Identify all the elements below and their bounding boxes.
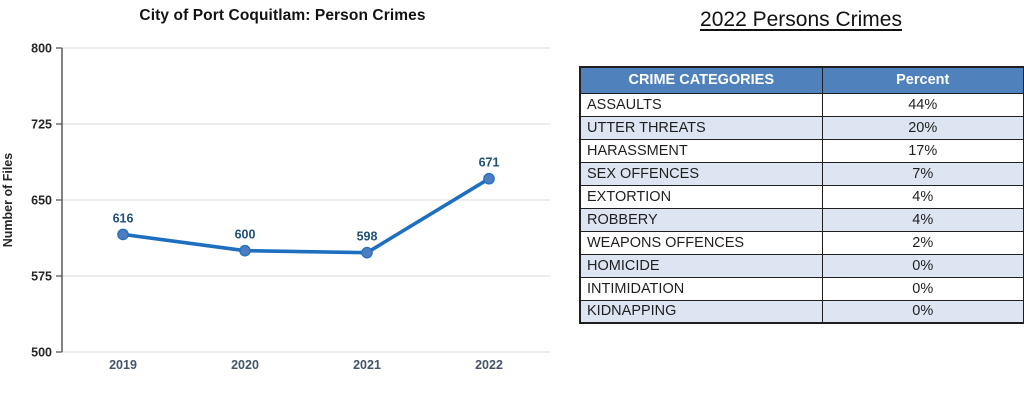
y-axis-title: Number of Files — [1, 153, 15, 248]
percent-cell: 2% — [821, 230, 1024, 255]
x-tick-label: 2022 — [475, 358, 503, 372]
table-row: INTIMIDATION 0% — [579, 276, 1024, 301]
percent-cell: 0% — [821, 299, 1024, 324]
percent-cell: 4% — [821, 184, 1024, 209]
crime-category-cell: ROBBERY — [579, 207, 823, 232]
table-row: EXTORTION 4% — [579, 184, 1024, 209]
table-row: HARASSMENT 17% — [579, 138, 1024, 163]
crime-category-cell: UTTER THREATS — [579, 115, 823, 140]
table-header-row: CRIME CATEGORIES Percent — [579, 66, 1024, 94]
person-crimes-chart: City of Port Coquitlam: Person Crimes 50… — [1, 7, 550, 372]
percent-cell: 0% — [821, 276, 1024, 301]
crime-category-cell: KIDNAPPING — [579, 299, 823, 324]
x-tick-label: 2020 — [231, 358, 259, 372]
percent-cell: 17% — [821, 138, 1024, 163]
y-tick-label: 500 — [31, 346, 52, 360]
crime-category-cell: INTIMIDATION — [579, 276, 823, 301]
x-tick-label: 2021 — [353, 358, 381, 372]
data-label: 616 — [113, 211, 134, 225]
table-title: 2022 Persons Crimes — [700, 8, 902, 31]
table-row: WEAPONS OFFENCES 2% — [579, 230, 1024, 255]
table-row: HOMICIDE 0% — [579, 253, 1024, 278]
crime-category-cell: SEX OFFENCES — [579, 161, 823, 186]
data-point — [239, 244, 251, 257]
data-label: 598 — [357, 230, 378, 244]
crime-category-cell: EXTORTION — [579, 184, 823, 209]
y-tick-label: 725 — [31, 118, 52, 132]
data-label: 671 — [479, 156, 500, 170]
table-row: ROBBERY 4% — [579, 207, 1024, 232]
table-row: ASSAULTS 44% — [579, 92, 1024, 117]
table-row: UTTER THREATS 20% — [579, 115, 1024, 140]
percent-cell: 4% — [821, 207, 1024, 232]
line-chart-canvas: 500 575 650 725 800 2019 2020 2021 2022 Number of… — [1, 42, 550, 372]
data-point — [361, 246, 373, 259]
chart-title: City of Port Coquitlam: Person Crimes — [139, 7, 426, 24]
percent-cell: 44% — [821, 92, 1024, 117]
data-point — [483, 172, 495, 185]
crime-category-cell: WEAPONS OFFENCES — [579, 230, 823, 255]
persons-crimes-table-panel: 2022 Persons Crimes CRIME CATEGORIES Per… — [578, 0, 1024, 400]
y-tick-label: 575 — [31, 270, 52, 284]
percent-cell: 0% — [821, 253, 1024, 278]
crime-percent-table: CRIME CATEGORIES Percent ASSAULTS 44% UTTE… — [579, 66, 1024, 324]
data-label: 600 — [235, 228, 256, 242]
crime-category-cell: ASSAULTS — [579, 92, 823, 117]
y-tick-label: 800 — [31, 42, 52, 56]
data-point — [117, 228, 129, 241]
crime-category-cell: HARASSMENT — [579, 138, 823, 163]
column-header-crime-categories: CRIME CATEGORIES — [579, 66, 823, 94]
percent-cell: 20% — [821, 115, 1024, 140]
percent-cell: 7% — [821, 161, 1024, 186]
x-tick-label: 2019 — [109, 358, 137, 372]
y-tick-label: 650 — [31, 194, 52, 208]
table-row: KIDNAPPING 0% — [579, 299, 1024, 324]
table-row: SEX OFFENCES 7% — [579, 161, 1024, 186]
series-line — [121, 176, 491, 255]
column-header-percent: Percent — [821, 66, 1024, 94]
crime-category-cell: HOMICIDE — [579, 253, 823, 278]
